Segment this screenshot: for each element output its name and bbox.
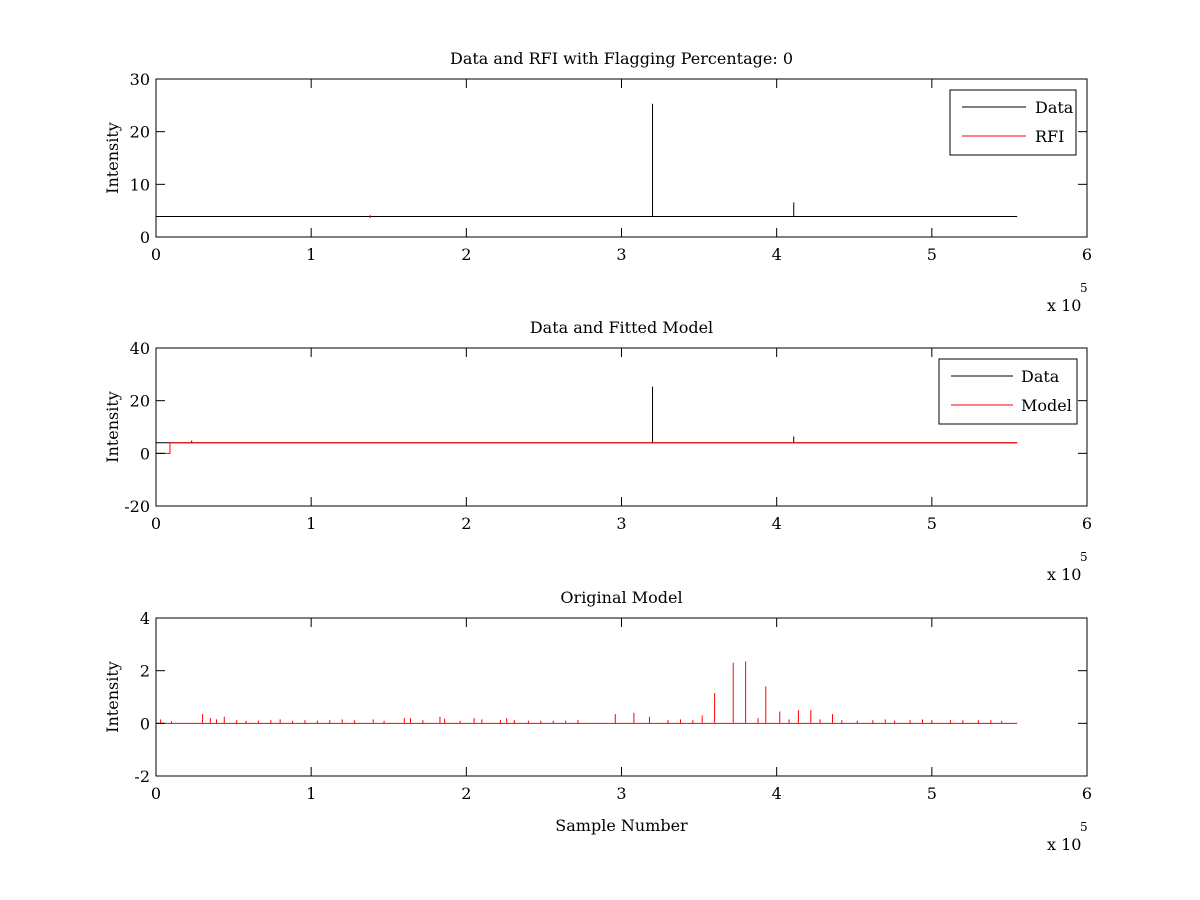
x-tick-label: 1 (306, 784, 316, 803)
x-tick-label: 6 (1082, 514, 1092, 533)
legend-label: RFI (1035, 127, 1064, 146)
subplot-1: Data and RFI with Flagging Percentage: 0… (103, 49, 1092, 315)
y-tick-label: 10 (130, 175, 150, 194)
y-tick-label: 2 (140, 662, 150, 681)
series-group (156, 103, 1018, 219)
series-data-line (156, 386, 1018, 444)
x-tick-label: 5 (927, 514, 937, 533)
axes-frame (155, 617, 1088, 777)
x-tick-label: 2 (461, 514, 471, 533)
chart-title: Original Model (560, 588, 682, 607)
x-tick-label: 5 (927, 245, 937, 264)
x-multiplier-exponent: 5 (1080, 820, 1088, 834)
axes-frame (155, 78, 1088, 238)
legend-label: Model (1021, 396, 1072, 415)
x-tick-label: 3 (616, 245, 626, 264)
y-tick-label: 4 (140, 609, 150, 628)
x-multiplier: x 10 (1047, 835, 1081, 854)
series-group (156, 386, 1018, 454)
x-tick-label: 1 (306, 245, 316, 264)
series-model-line (156, 442, 1018, 454)
x-axis-label: Sample Number (555, 816, 688, 835)
x-tick-label: 6 (1082, 245, 1092, 264)
y-tick-label: -2 (134, 767, 150, 786)
x-tick-label: 0 (151, 784, 161, 803)
x-tick-label: 6 (1082, 784, 1092, 803)
x-multiplier-exponent: 5 (1080, 550, 1088, 564)
y-axis-label: Intensity (103, 661, 122, 733)
y-axis-label: Intensity (103, 391, 122, 463)
x-tick-label: 4 (772, 784, 782, 803)
legend: Data RFI (949, 89, 1077, 156)
legend-box (949, 89, 1077, 156)
y-tick-label: 0 (140, 714, 150, 733)
y-tick-label: -20 (124, 497, 150, 516)
legend-box (938, 358, 1078, 425)
x-tick-label: 2 (461, 245, 471, 264)
chart-title: Data and Fitted Model (530, 318, 713, 337)
legend-label: Data (1021, 367, 1060, 386)
x-tick-label: 2 (461, 784, 471, 803)
x-tick-label: 4 (772, 514, 782, 533)
x-tick-label: 1 (306, 514, 316, 533)
x-multiplier: x 10 (1047, 565, 1081, 584)
series-data-line (156, 103, 1018, 217)
x-multiplier: x 10 (1047, 296, 1081, 315)
series-group (156, 661, 1018, 724)
model-step-segment (156, 442, 171, 454)
x-multiplier-exponent: 5 (1080, 281, 1088, 295)
series-model-line (156, 661, 1018, 724)
y-tick-label: 20 (130, 392, 150, 411)
y-tick-label: 0 (140, 228, 150, 247)
series-rfi-line (369, 202, 795, 219)
x-tick-label: 3 (616, 784, 626, 803)
y-tick-label: 20 (130, 123, 150, 142)
x-tick-label: 0 (151, 514, 161, 533)
y-tick-label: 40 (130, 339, 150, 358)
y-axis-label: Intensity (103, 122, 122, 194)
subplot-2: Data and Fitted Model Intensity 0 1 2 3 4 5 6 -20… (103, 318, 1092, 584)
x-tick-label: 3 (616, 514, 626, 533)
legend: Data Model (938, 358, 1078, 425)
y-tick-label: 0 (140, 444, 150, 463)
subplot-3: Original Model Intensity Sample Number 0 1 2 3… (103, 588, 1092, 854)
x-tick-label: 0 (151, 245, 161, 264)
legend-label: Data (1035, 98, 1074, 117)
x-tick-label: 5 (927, 784, 937, 803)
chart-title: Data and RFI with Flagging Percentage: 0 (450, 49, 793, 68)
x-tick-label: 4 (772, 245, 782, 264)
y-tick-label: 30 (130, 70, 150, 89)
